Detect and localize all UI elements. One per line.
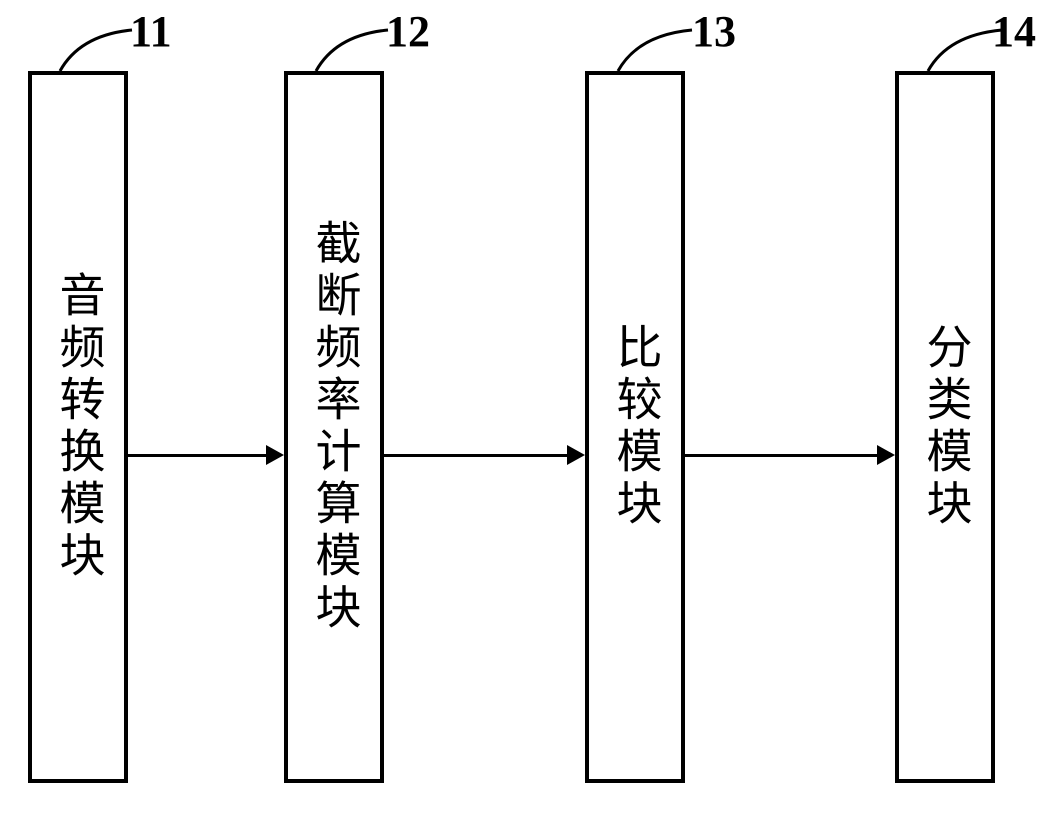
block-number-label: 14 (992, 6, 1036, 57)
arrow (685, 454, 877, 457)
diagram-canvas: 音频转换模块 11 截断频率计算模块 12 比较模块 13 分类模块 14 (0, 0, 1039, 814)
block-text: 比较模块 (609, 323, 662, 531)
block-text: 截断频率计算模块 (308, 219, 361, 635)
arrow (384, 454, 567, 457)
block-cutoff-freq-calc: 截断频率计算模块 (284, 71, 384, 783)
block-number-label: 11 (130, 6, 172, 57)
block-number-label: 12 (386, 6, 430, 57)
block-number-label: 13 (692, 6, 736, 57)
block-text: 分类模块 (919, 323, 972, 531)
arrow-head-icon (266, 445, 284, 465)
arrow (128, 454, 266, 457)
arrow-head-icon (567, 445, 585, 465)
block-compare: 比较模块 (585, 71, 685, 783)
block-audio-convert: 音频转换模块 (28, 71, 128, 783)
callout-line (50, 20, 140, 75)
callout-line (306, 20, 396, 75)
block-text: 音频转换模块 (52, 271, 105, 583)
block-classify: 分类模块 (895, 71, 995, 783)
arrow-head-icon (877, 445, 895, 465)
callout-line (608, 20, 700, 75)
